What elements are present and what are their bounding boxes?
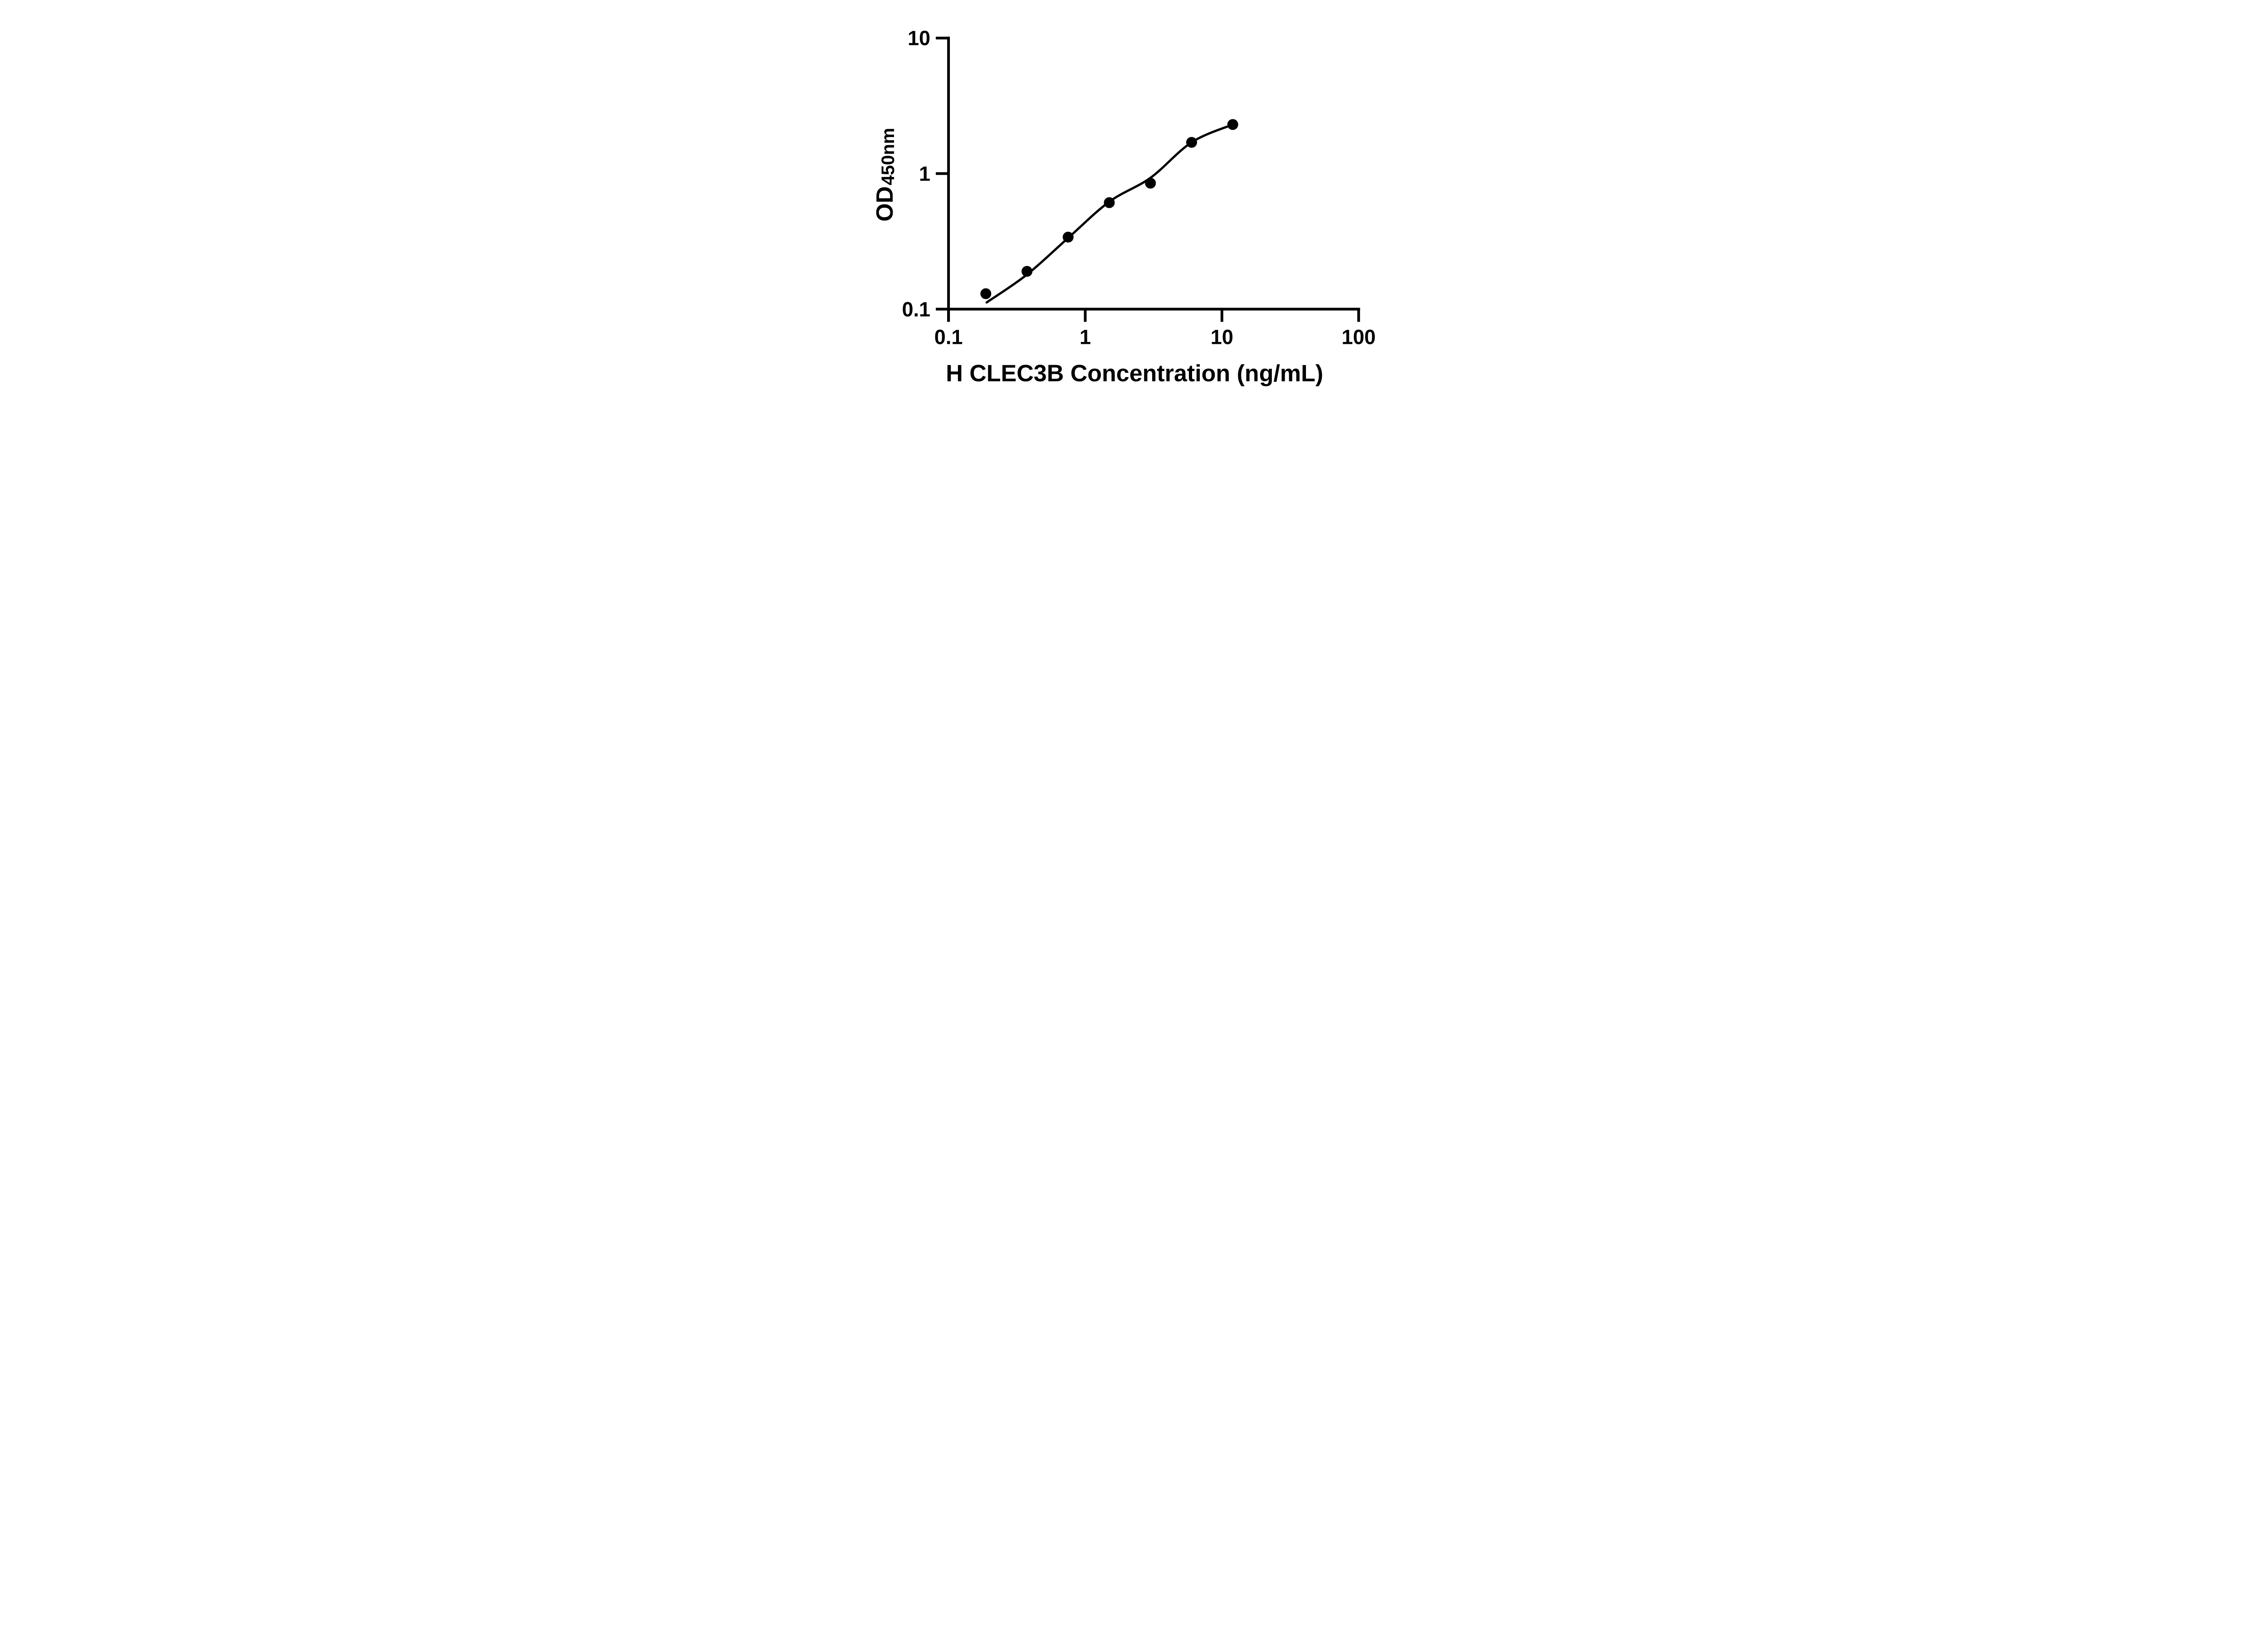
data-point xyxy=(1227,119,1238,130)
y-tick-label: 10 xyxy=(908,27,930,50)
x-ticks: 0.1 1 10 100 xyxy=(934,309,1375,348)
data-point xyxy=(1144,177,1156,189)
x-axis-title: H CLEC3B Concentration (ng/mL) xyxy=(946,360,1323,386)
x-tick-label: 0.1 xyxy=(934,325,963,348)
figure: 0.1 1 10 0.1 1 10 100 H CLEC3B Concentration … xyxy=(848,0,1420,409)
y-tick-label: 0.1 xyxy=(902,298,930,321)
x-tick-label: 1 xyxy=(1079,325,1090,348)
standard-curve-chart: 0.1 1 10 0.1 1 10 100 H CLEC3B Concentration … xyxy=(848,0,1420,409)
x-tick-label: 100 xyxy=(1341,325,1375,348)
y-tick-label: 1 xyxy=(919,162,930,185)
data-point xyxy=(1062,231,1074,243)
data-point xyxy=(1186,137,1197,148)
y-ticks: 0.1 1 10 xyxy=(902,27,948,321)
data-point xyxy=(1104,197,1115,208)
y-axis-title: OD450nm xyxy=(872,128,898,222)
data-points xyxy=(980,119,1238,299)
y-axis-title-sub: 450nm xyxy=(878,128,898,186)
data-point xyxy=(1021,266,1032,277)
x-tick-label: 10 xyxy=(1210,325,1233,348)
data-point xyxy=(980,288,991,299)
chart-background xyxy=(848,0,1420,409)
y-axis-title-main: OD xyxy=(872,186,898,222)
